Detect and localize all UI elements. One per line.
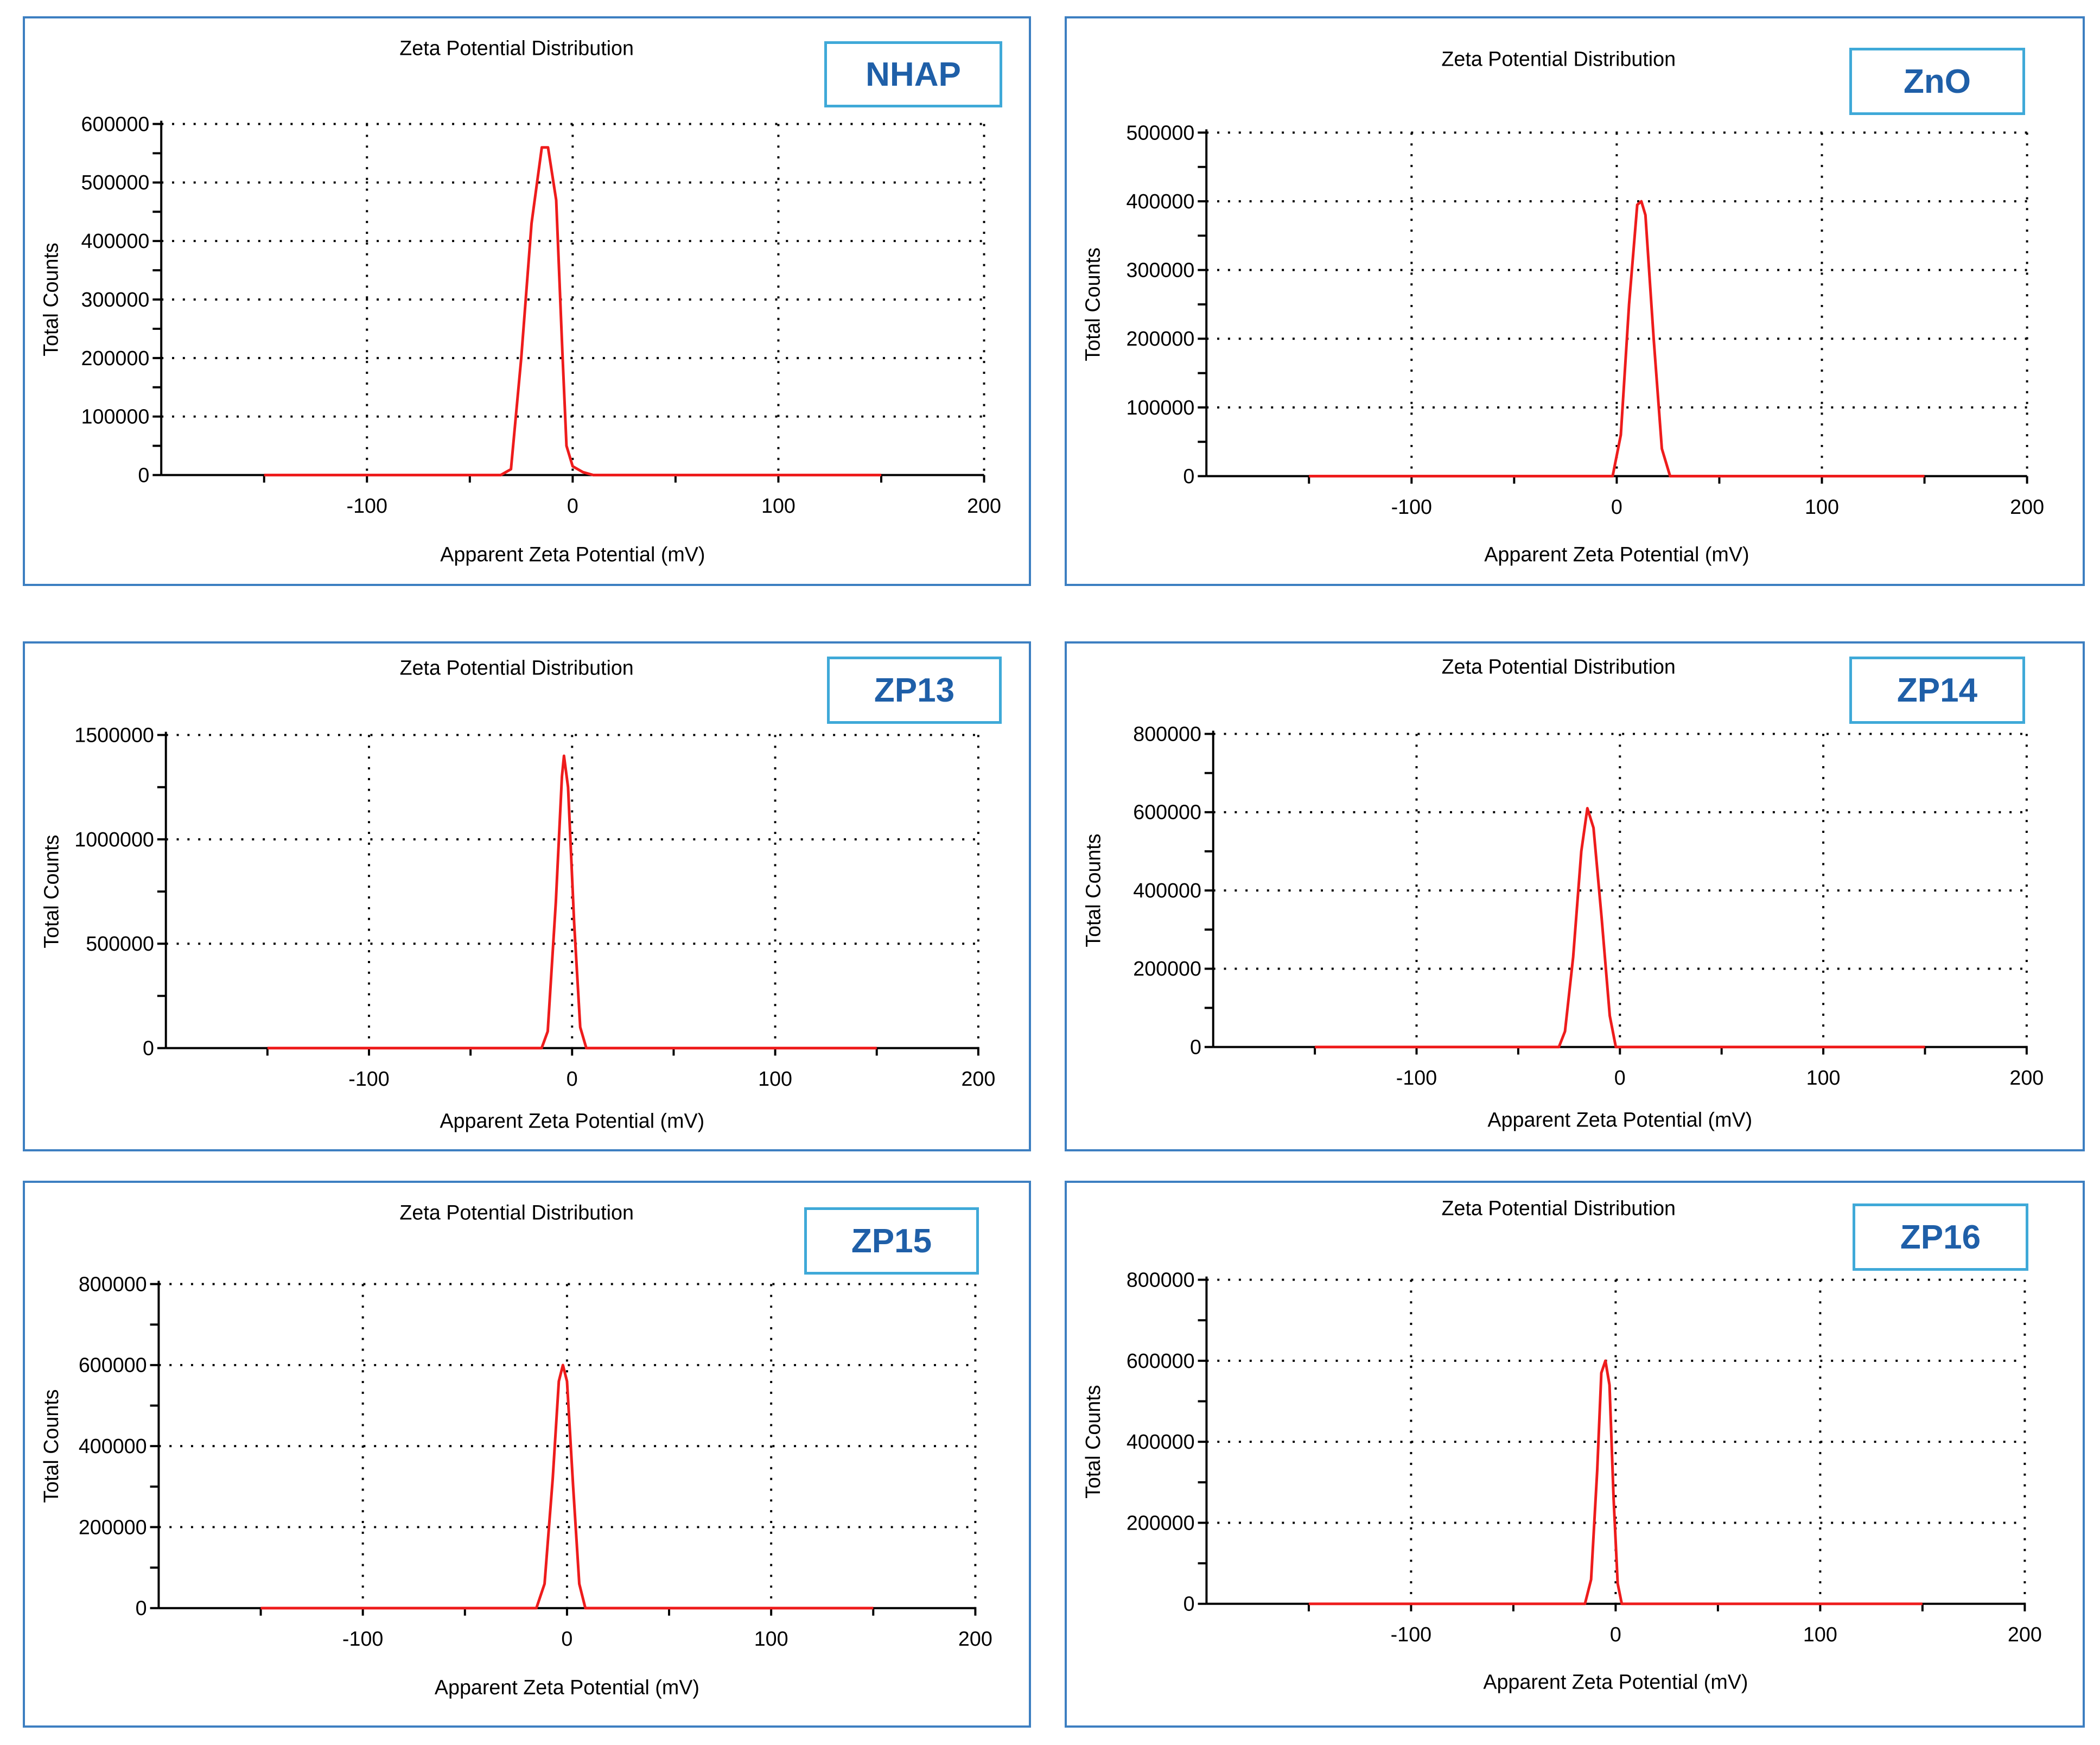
x-axis-label: Apparent Zeta Potential (mV): [1484, 543, 1749, 565]
y-tick-label: 800000: [1127, 1268, 1195, 1291]
y-tick-label: 0: [1183, 464, 1194, 487]
sample-label-tag: ZP16: [1853, 1203, 2028, 1271]
x-tick-label: 0: [1611, 495, 1622, 518]
series-line-zp14: [1315, 807, 1925, 1049]
chart-title: Zeta Potential Distribution: [399, 36, 634, 59]
x-tick-label: 0: [1610, 1623, 1621, 1646]
y-tick-label: 0: [136, 1597, 147, 1620]
y-tick-label: 0: [1190, 1036, 1201, 1059]
chart-panel-zno: Zeta Potential Distribution 0 100000 200000…: [1065, 16, 2085, 586]
series-line-zp15: [260, 1364, 874, 1610]
chart-panel-zp14: Zeta Potential Distribution 0 200000 400000…: [1065, 641, 2085, 1151]
x-tick-label: 200: [2008, 1623, 2042, 1646]
series-line-nhap: [264, 146, 881, 477]
y-tick-label: 200000: [1127, 1511, 1195, 1534]
y-tick-label: 500000: [81, 171, 150, 194]
series-line-zp16: [1308, 1359, 1923, 1606]
sample-label-tag: ZP13: [827, 657, 1002, 724]
x-axis-label: Apparent Zeta Potential (mV): [440, 1109, 704, 1132]
y-axis-label: Total Counts: [40, 1389, 62, 1503]
y-tick-label: 200000: [1133, 957, 1201, 980]
y-tick-label: 800000: [79, 1272, 147, 1295]
y-tick-label: 800000: [1133, 722, 1201, 745]
y-tick-label: 300000: [81, 288, 150, 311]
y-tick-label: 200000: [79, 1515, 147, 1538]
x-tick-label: 100: [1803, 1623, 1837, 1646]
x-axis-label: Apparent Zeta Potential (mV): [440, 543, 705, 565]
chart-title: Zeta Potential Distribution: [400, 657, 634, 679]
x-tick-label: 200: [958, 1627, 992, 1650]
y-tick-label: 200000: [1127, 327, 1195, 350]
y-axis-label: Total Counts: [40, 835, 62, 948]
y-tick-label: 300000: [1127, 259, 1195, 282]
x-tick-label: -100: [1391, 1623, 1431, 1646]
x-axis-label: Apparent Zeta Potential (mV): [1483, 1671, 1748, 1693]
y-axis-label: Total Counts: [1081, 1385, 1104, 1499]
y-tick-label: 400000: [81, 230, 150, 252]
x-axis-label: Apparent Zeta Potential (mV): [1487, 1108, 1752, 1131]
y-axis-label: Total Counts: [40, 243, 62, 356]
y-tick-label: 600000: [79, 1354, 147, 1377]
x-tick-label: 200: [961, 1067, 995, 1090]
y-tick-label: 0: [1183, 1593, 1195, 1615]
y-tick-label: 100000: [81, 405, 150, 428]
x-tick-label: -100: [1391, 495, 1432, 518]
chart-title: Zeta Potential Distribution: [399, 1201, 634, 1224]
chart-panel-zp15: Zeta Potential Distribution 0 200000 400000…: [23, 1181, 1031, 1728]
series-line-zno: [1309, 200, 1925, 478]
y-axis-label: Total Counts: [1082, 833, 1105, 947]
x-tick-label: 100: [754, 1627, 788, 1650]
sample-label-tag: ZP15: [804, 1207, 979, 1275]
x-tick-label: 100: [761, 494, 796, 517]
y-tick-label: 1000000: [74, 828, 154, 851]
y-tick-label: 400000: [79, 1435, 147, 1457]
x-tick-label: 100: [1805, 495, 1839, 518]
x-tick-label: 200: [2009, 1066, 2044, 1089]
x-tick-label: 100: [1806, 1066, 1841, 1089]
chart-title: Zeta Potential Distribution: [1441, 47, 1676, 70]
chart-title: Zeta Potential Distribution: [1441, 1197, 1676, 1220]
chart-panel-zp13: Zeta Potential Distribution 0 500000 100000…: [23, 641, 1031, 1151]
y-tick-label: 600000: [1127, 1349, 1195, 1372]
plot-zp16: Zeta Potential Distribution 0 200000 400000…: [1081, 1197, 2042, 1693]
y-tick-label: 200000: [81, 347, 150, 370]
y-axis-label: Total Counts: [1081, 247, 1104, 361]
x-tick-label: 0: [561, 1627, 572, 1650]
x-tick-label: 0: [567, 494, 578, 517]
y-tick-label: 0: [138, 463, 149, 486]
plot-zp15: Zeta Potential Distribution 0 200000 400000…: [40, 1201, 992, 1698]
y-tick-label: 500000: [86, 932, 154, 955]
x-tick-label: -100: [1396, 1066, 1437, 1089]
y-tick-label: 500000: [1127, 121, 1195, 144]
y-tick-label: 600000: [81, 112, 150, 135]
x-tick-label: 200: [2010, 495, 2044, 518]
x-axis-label: Apparent Zeta Potential (mV): [435, 1676, 699, 1698]
chart-panel-zp16: Zeta Potential Distribution 0 200000 400000…: [1065, 1181, 2085, 1728]
y-tick-label: 400000: [1133, 879, 1201, 902]
series-line-zp13: [267, 754, 877, 1050]
x-tick-label: 0: [1614, 1066, 1626, 1089]
sample-label-tag: ZnO: [1849, 48, 2025, 115]
x-tick-label: 0: [567, 1067, 578, 1090]
plot-zp14: Zeta Potential Distribution 0 200000 400000…: [1082, 655, 2044, 1131]
x-tick-label: -100: [342, 1627, 383, 1650]
chart-panel-nhap: Zeta Potential Distribution 0 100000 200000…: [23, 16, 1031, 586]
plot-zno: Zeta Potential Distribution 0 100000 200000…: [1081, 47, 2044, 565]
plot-nhap: Zeta Potential Distribution 0 100000 200000…: [40, 36, 1001, 565]
x-tick-label: 200: [967, 494, 1001, 517]
sample-label-tag: ZP14: [1849, 657, 2025, 724]
y-tick-label: 1500000: [74, 723, 154, 746]
plot-zp13: Zeta Potential Distribution 0 500000 100000…: [40, 657, 995, 1132]
y-tick-label: 100000: [1127, 396, 1195, 419]
x-tick-label: 100: [758, 1067, 792, 1090]
x-tick-label: -100: [347, 494, 387, 517]
sample-label-tag: NHAP: [824, 41, 1002, 107]
y-tick-label: 400000: [1127, 190, 1195, 213]
x-tick-label: -100: [348, 1067, 389, 1090]
y-tick-label: 400000: [1127, 1430, 1195, 1453]
chart-title: Zeta Potential Distribution: [1442, 655, 1676, 678]
y-tick-label: 600000: [1133, 801, 1201, 824]
y-tick-label: 0: [143, 1036, 154, 1059]
